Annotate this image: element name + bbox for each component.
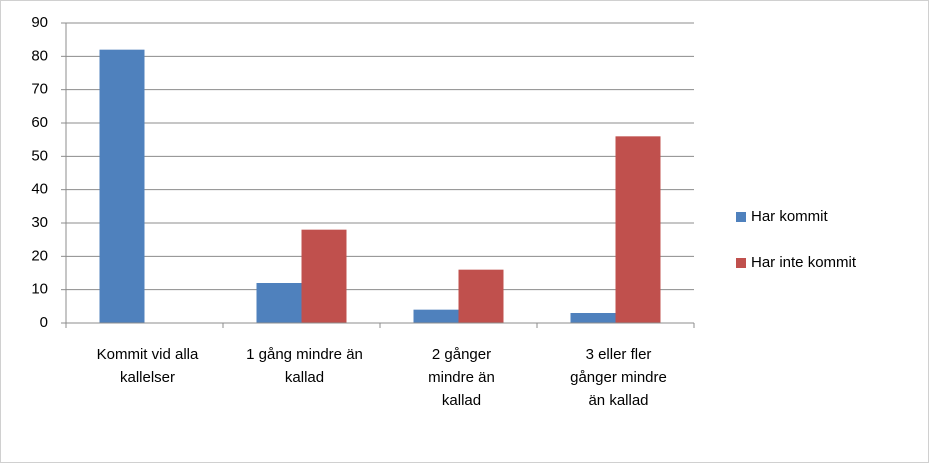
- bar: [256, 283, 302, 323]
- y-tick-label: 40: [31, 181, 48, 198]
- y-tick-label: 30: [31, 214, 48, 231]
- bar: [615, 136, 661, 323]
- y-tick-label: 20: [31, 247, 48, 264]
- x-tick-label: 3 eller fler gånger mindre än kallad: [570, 346, 667, 409]
- y-tick-label: 70: [31, 81, 48, 98]
- bar: [458, 269, 504, 323]
- bar: [570, 313, 616, 323]
- x-tick-label: 1 gång mindre än kallad: [246, 346, 363, 386]
- bar: [301, 229, 347, 323]
- y-tick-label: 80: [31, 47, 48, 64]
- x-tick-label: 2 gånger mindre än kallad: [428, 346, 495, 409]
- bar: [99, 49, 145, 324]
- y-tick-label: 90: [31, 14, 48, 31]
- legend-label: Har inte kommit: [751, 254, 857, 271]
- legend-label: Har kommit: [751, 208, 829, 225]
- y-tick-label: 50: [31, 147, 48, 164]
- bar: [413, 309, 459, 323]
- x-tick-label: Kommit vid alla kallelser: [96, 346, 199, 386]
- y-tick-label: 60: [31, 114, 48, 131]
- y-tick-label: 0: [40, 314, 48, 331]
- y-tick-label: 10: [31, 281, 48, 298]
- legend-swatch: [736, 258, 746, 268]
- legend-swatch: [736, 212, 746, 222]
